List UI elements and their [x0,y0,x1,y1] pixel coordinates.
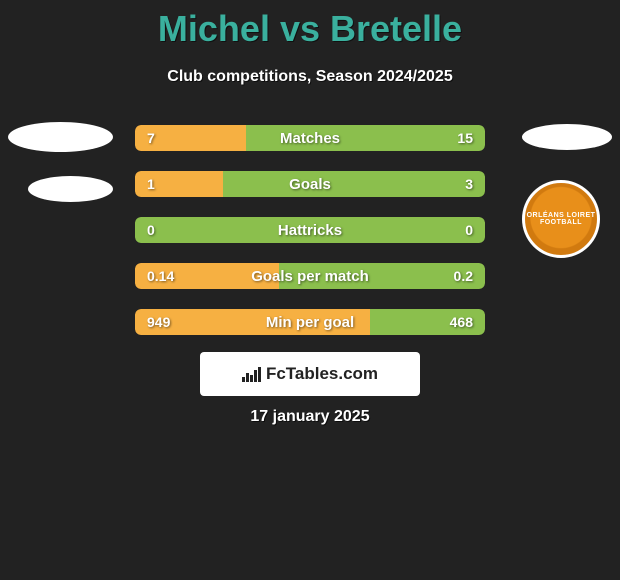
bar-row: 00Hattricks [135,217,485,243]
comparison-chart: 715Matches 13Goals 00Hattricks 0.140.2Goals… [135,125,485,355]
player2-avatar-placeholder [522,124,612,150]
player1-club-placeholder [28,176,113,202]
chart-icon [242,366,262,382]
source-name: FcTables.com [266,364,378,384]
subtitle: Club competitions, Season 2024/2025 [0,68,620,86]
bar-label: Goals [135,171,485,197]
bar-label: Hattricks [135,217,485,243]
bar-row: 0.140.2Goals per match [135,263,485,289]
bar-label: Goals per match [135,263,485,289]
source-logo: FcTables.com [200,352,420,396]
date-label: 17 january 2025 [0,408,620,426]
player1-avatar-placeholder [8,122,113,152]
player2-club-badge: ORLÉANS LOIRET FOOTBALL [522,180,600,258]
bar-label: Min per goal [135,309,485,335]
bar-label: Matches [135,125,485,151]
bar-row: 715Matches [135,125,485,151]
bar-row: 949468Min per goal [135,309,485,335]
club-badge-text: ORLÉANS LOIRET FOOTBALL [525,212,597,226]
bar-row: 13Goals [135,171,485,197]
page-title: Michel vs Bretelle [0,0,620,50]
